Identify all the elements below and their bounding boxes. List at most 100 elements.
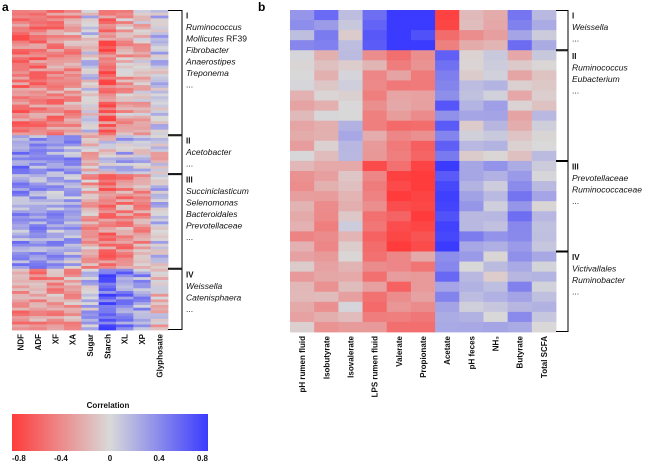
heatmap-a-cell [46, 46, 65, 50]
heatmap-a-cell [133, 282, 152, 286]
heatmap-a-cell [29, 104, 48, 108]
cluster-bracket-a-I [168, 10, 183, 136]
heatmap-b-cell [483, 160, 509, 172]
column-label-b: pH rumen fluid [298, 336, 307, 393]
heatmap-a-cell [29, 316, 48, 320]
heatmap-b-cell [531, 211, 557, 222]
heatmap-a-cell [98, 257, 117, 261]
heatmap-b-cell [314, 311, 339, 323]
heatmap-a-cell [12, 302, 30, 306]
heatmap-a-cell [98, 243, 117, 247]
heatmap-a-cell [98, 135, 117, 139]
heatmap-a-cell [98, 10, 117, 14]
heatmap-b-cell [338, 241, 363, 252]
heatmap-a-cell [12, 60, 30, 64]
heatmap-a-cell [150, 126, 169, 131]
heatmap-a-cell [64, 288, 82, 292]
heatmap-a-cell [64, 138, 82, 142]
heatmap-a-cell [29, 274, 48, 278]
heatmap-a-cell [46, 60, 65, 64]
heatmap-b-cell [410, 70, 436, 81]
heatmap-a-cell [64, 263, 82, 267]
heatmap-a-cell [12, 307, 30, 311]
heatmap-b-cell [507, 251, 533, 262]
heatmap-a-cell [29, 15, 48, 19]
heatmap-b-cell [435, 80, 460, 91]
heatmap-a-cell [29, 238, 48, 242]
heatmap-b-cell [483, 321, 509, 333]
heatmap-a-cell [12, 318, 30, 323]
heatmap-b-cell [386, 160, 412, 172]
heatmap-a-cell [29, 210, 48, 214]
heatmap-a-cell [29, 71, 48, 75]
heatmap-a-cell [98, 110, 117, 114]
heatmap-a-cell [64, 96, 82, 100]
heatmap-b-cell [459, 221, 484, 232]
heatmap-a-cell [133, 291, 152, 295]
heatmap-a-cell [12, 321, 30, 325]
heatmap-a-cell [81, 121, 100, 125]
heatmap-a-cell [116, 112, 134, 117]
heatmap-b-cell [531, 70, 557, 81]
heatmap-b-cell [410, 261, 436, 273]
heatmap-a-cell [150, 124, 169, 128]
heatmap-a-cell [150, 151, 169, 156]
heatmap-a-cell [150, 204, 169, 208]
heatmap-a-cell [29, 299, 48, 303]
heatmap-b-cell [362, 80, 388, 91]
heatmap-a-cell [116, 291, 134, 295]
heatmap-a-cell [29, 321, 48, 325]
heatmap-a-cell [46, 257, 65, 261]
heatmap-a-cell [64, 321, 82, 325]
heatmap-a-cell [46, 179, 65, 183]
heatmap-b-cell [386, 181, 412, 192]
column-labels-a: NDF ADF XF XA Sugar Starch XL XP Glyphosate [17, 333, 165, 377]
heatmap-a-cell [133, 21, 152, 25]
heatmap-a-cell [133, 299, 152, 303]
heatmap-a-cell [46, 146, 65, 150]
heatmap-a-cell [29, 218, 48, 222]
heatmap-a-cell [64, 293, 82, 298]
heatmap-a-cell [150, 154, 169, 158]
heatmap-a-cell [46, 229, 65, 234]
heatmap-a-cell [64, 99, 82, 103]
heatmap-b-cell [507, 301, 533, 313]
heatmap-a-cell [150, 129, 169, 133]
heatmap-a-cell [116, 238, 134, 242]
heatmap-a-cell [12, 252, 30, 256]
heatmap-a-cell [133, 188, 152, 192]
heatmap-a-cell [116, 271, 134, 275]
heatmap-a-cell [98, 138, 117, 142]
heatmap-a-cell [29, 151, 48, 156]
heatmap-a-cell [150, 307, 169, 311]
heatmap-a-cell [133, 171, 152, 175]
heatmap-b-cell [386, 311, 412, 323]
heatmap-a-cell [150, 310, 169, 314]
heatmap-a-cell [46, 307, 65, 311]
heatmap-b-cell [290, 160, 315, 172]
heatmap-a-cell [46, 224, 65, 228]
heatmap-b-cell [507, 261, 533, 273]
heatmap-b-cell [362, 50, 388, 61]
heatmap-a-cell [98, 324, 117, 328]
heatmap-b-cell [507, 20, 533, 31]
heatmap-a-cell [64, 232, 82, 236]
heatmap-b-cell [531, 130, 557, 142]
heatmap-b-cell [314, 321, 339, 333]
heatmap-a-cell [64, 32, 82, 36]
heatmap-a-cell [81, 126, 100, 131]
heatmap-a-cell [98, 282, 117, 286]
heatmap-a-cell [29, 85, 48, 89]
heatmap-b-cell [483, 90, 509, 101]
heatmap-a-cell [133, 82, 152, 86]
heatmap-b-cell [459, 311, 484, 323]
taxon-label: Ruminococcus [572, 62, 628, 72]
heatmap-b-cell [531, 261, 557, 273]
heatmap-a-cell [64, 151, 82, 156]
heatmap-a-cell [12, 218, 30, 222]
heatmap-b-cell [435, 201, 460, 212]
heatmap-a-cell [81, 176, 100, 181]
heatmap-b-cell [338, 80, 363, 91]
heatmap-b-cell [410, 80, 436, 91]
heatmap-a-cell [64, 26, 82, 30]
